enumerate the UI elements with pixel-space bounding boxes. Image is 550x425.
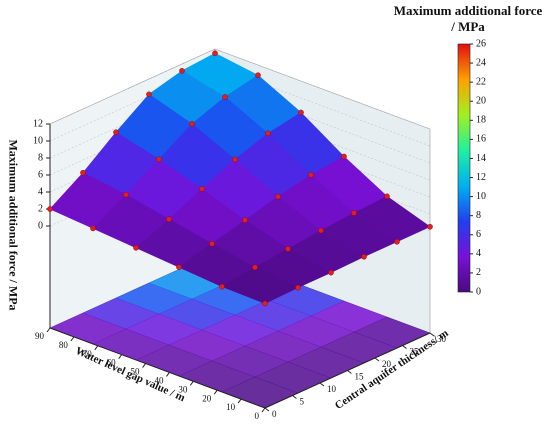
x-tick bbox=[142, 363, 146, 368]
data-point bbox=[212, 50, 218, 57]
colorbar-tick-label: 0 bbox=[476, 286, 481, 297]
x-axis bbox=[49, 327, 266, 409]
data-point bbox=[156, 156, 162, 163]
data-point bbox=[285, 246, 291, 252]
data-point bbox=[265, 130, 271, 137]
x-tick bbox=[94, 345, 99, 351]
colorbar-tick-label: 16 bbox=[476, 134, 486, 145]
x-tick bbox=[70, 336, 75, 342]
data-point bbox=[146, 91, 152, 98]
data-point bbox=[318, 227, 324, 234]
data-point bbox=[328, 269, 334, 276]
colorbar-tick-label: 6 bbox=[476, 229, 481, 240]
x-tick bbox=[237, 398, 242, 404]
x-tick-label: 50 bbox=[131, 367, 141, 377]
colorbar-tick-label: 8 bbox=[476, 210, 481, 221]
data-point bbox=[113, 129, 119, 136]
z-tick-label: 0 bbox=[38, 220, 43, 231]
y-tick-label: 20 bbox=[382, 359, 392, 369]
colorbar-tick-label: 18 bbox=[476, 115, 486, 126]
data-point bbox=[133, 244, 139, 251]
z-tick-label: 10 bbox=[33, 135, 43, 146]
y-tick bbox=[374, 357, 380, 362]
data-point bbox=[90, 225, 96, 232]
y-tick-label: 5 bbox=[300, 397, 305, 407]
data-point bbox=[255, 72, 261, 78]
colorbar-tick-label: 26 bbox=[476, 38, 486, 49]
z-tick-label: 2 bbox=[38, 203, 43, 214]
x-tick-label: 30 bbox=[178, 384, 188, 394]
grid-line bbox=[49, 48, 431, 130]
y-tick-label: 25 bbox=[410, 347, 420, 357]
z-tick-label: 6 bbox=[38, 169, 43, 180]
data-point bbox=[209, 240, 215, 247]
y-tick-label: 10 bbox=[327, 384, 337, 394]
x-tick-label: 0 bbox=[255, 411, 260, 421]
z-tick-label: 8 bbox=[38, 152, 43, 163]
data-point bbox=[232, 156, 238, 163]
z-axis-title: Maximum additional force / MPa bbox=[6, 139, 20, 310]
data-point bbox=[394, 238, 400, 245]
y-tick bbox=[402, 345, 407, 349]
colorbar-title: Maximum additional force bbox=[394, 3, 543, 18]
colorbar-tick-label: 22 bbox=[476, 76, 486, 87]
data-point bbox=[351, 210, 357, 216]
y-tick bbox=[319, 382, 325, 387]
data-point bbox=[176, 264, 182, 271]
data-point bbox=[166, 216, 172, 222]
data-point bbox=[262, 300, 268, 307]
x-tick-label: 10 bbox=[226, 402, 236, 412]
z-tick-label: 4 bbox=[38, 186, 43, 197]
data-point bbox=[361, 253, 367, 260]
z-tick-label: 12 bbox=[33, 118, 43, 129]
colorbar-tick-label: 4 bbox=[476, 248, 481, 259]
x-tick bbox=[118, 354, 123, 359]
y-tick bbox=[347, 370, 352, 374]
data-point bbox=[298, 109, 304, 116]
x-tick-label: 80 bbox=[59, 340, 69, 350]
data-point bbox=[179, 68, 185, 74]
data-point bbox=[308, 172, 314, 178]
y-tick bbox=[429, 332, 435, 337]
x-tick-label: 70 bbox=[83, 349, 93, 359]
y-tick bbox=[264, 407, 270, 412]
x-tick bbox=[213, 389, 218, 395]
y-tick-label: 30 bbox=[437, 334, 447, 344]
data-point bbox=[252, 264, 258, 271]
x-tick bbox=[189, 381, 194, 386]
colorbar-tick-label: 14 bbox=[476, 153, 486, 164]
colorbar-tick-label: 10 bbox=[476, 191, 486, 202]
y-tick-label: 15 bbox=[355, 372, 365, 382]
data-point bbox=[427, 223, 433, 230]
data-point bbox=[275, 193, 281, 200]
x-tick-label: 90 bbox=[35, 331, 45, 341]
colorbar-title: / MPa bbox=[450, 19, 485, 34]
data-point bbox=[341, 153, 347, 160]
data-point bbox=[242, 217, 248, 223]
y-tick bbox=[292, 395, 297, 399]
data-point bbox=[189, 121, 195, 127]
data-point bbox=[47, 206, 53, 212]
data-point bbox=[222, 94, 228, 100]
data-point bbox=[219, 283, 225, 290]
x-tick-label: 20 bbox=[202, 393, 212, 403]
colorbar-tick-label: 2 bbox=[476, 267, 481, 278]
x-tick bbox=[261, 407, 266, 413]
data-point bbox=[80, 169, 86, 176]
x-tick-label: 60 bbox=[107, 358, 117, 368]
y-tick-label: 0 bbox=[272, 409, 277, 419]
colorbar-tick-label: 24 bbox=[476, 57, 486, 68]
colorbar bbox=[457, 43, 471, 293]
x-tick-label: 40 bbox=[154, 376, 164, 386]
colorbar-tick-label: 20 bbox=[476, 96, 486, 107]
data-point bbox=[199, 186, 205, 192]
data-point bbox=[295, 284, 301, 291]
data-point bbox=[384, 193, 390, 200]
colorbar-tick-label: 12 bbox=[476, 172, 486, 183]
x-tick bbox=[46, 327, 51, 333]
x-tick bbox=[166, 372, 170, 377]
data-point bbox=[123, 191, 129, 198]
